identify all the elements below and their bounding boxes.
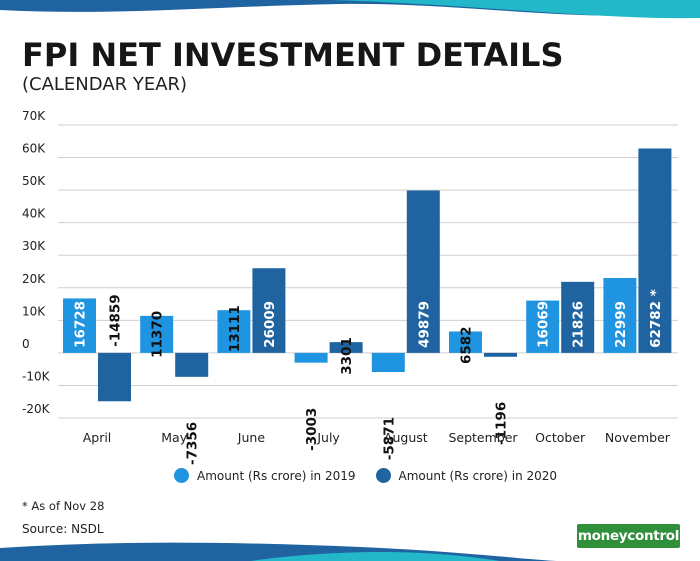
x-tick-label: August [384,430,428,445]
x-tick-label: November [605,430,671,445]
x-tick-label: October [535,430,586,445]
bar-2019 [449,331,482,353]
x-tick-label: May [161,430,187,445]
bar-2019 [140,315,174,353]
data-label: -5871 [381,417,397,460]
bar-2019 [526,300,560,353]
y-tick-label: 70K [22,109,46,123]
source-note: Source: NSDL [22,522,104,536]
bar-2019 [294,352,328,363]
y-tick-label: 40K [22,207,46,221]
data-label: -7356 [185,422,201,465]
legend-label-2020: Amount (Rs crore) in 2020 [398,468,558,483]
data-label: 16728 [73,301,89,348]
y-tick-label: 50K [22,174,46,188]
legend-swatch-2019 [174,468,189,483]
legend-swatch-2020 [375,468,391,483]
bar-2020 [484,352,517,357]
bar-2020 [561,281,595,353]
top-wave-decoration [0,0,700,19]
bar-2020 [175,352,209,377]
data-label: 21826 [571,301,587,348]
bar-2020 [98,352,131,402]
y-tick-label: 0 [22,337,30,351]
legend-item-2019: Amount (Rs crore) in 2019 [174,468,356,483]
y-tick-label: -20K [22,402,51,416]
data-label: 3301 [339,337,355,375]
bar-2019 [63,298,96,353]
top-wave-light [330,0,700,19]
data-label: 49879 [416,301,432,348]
data-label: 11370 [150,311,166,358]
x-tick-label: July [316,430,340,445]
bar-2020 [638,148,672,353]
x-tick-label: September [448,430,518,445]
bottom-wave-light [250,551,500,561]
legend: Amount (Rs crore) in 2019 Amount (Rs cro… [174,468,577,483]
x-tick-label: April [83,430,112,445]
y-tick-label: 10K [22,304,46,318]
x-tick-label: June [237,430,266,445]
y-tick-label: 30K [22,239,46,253]
bar-2019 [603,278,637,353]
data-label: 62782 * [648,289,664,348]
data-label: -1196 [494,402,510,445]
bar-2020 [406,190,440,353]
chart-title: FPI NET INVESTMENT DETAILS [22,36,564,74]
y-tick-label: 60K [22,142,46,156]
footnote: * As of Nov 28 [22,499,105,513]
data-label: 13111 [227,305,243,352]
data-label: 26009 [262,301,278,348]
bar-2019 [371,352,405,373]
bottom-wave-decoration [0,542,560,561]
legend-label-2019: Amount (Rs crore) in 2019 [197,468,356,483]
data-label: -3003 [304,408,320,451]
data-label: 6582 [459,326,475,364]
y-tick-label: -10K [22,369,51,383]
bar-2020 [329,342,363,353]
data-label: 16069 [536,301,552,348]
bar-2019 [217,310,251,353]
bar-2020 [252,268,286,353]
data-label: -14859 [108,294,124,347]
chart-subtitle: (CALENDAR YEAR) [22,74,188,95]
moneycontrol-logo: moneycontrol [577,524,680,548]
y-tick-label: 20K [22,272,46,286]
legend-item-2020: Amount (Rs crore) in 2020 [375,468,558,483]
data-label: 22999 [613,301,629,348]
